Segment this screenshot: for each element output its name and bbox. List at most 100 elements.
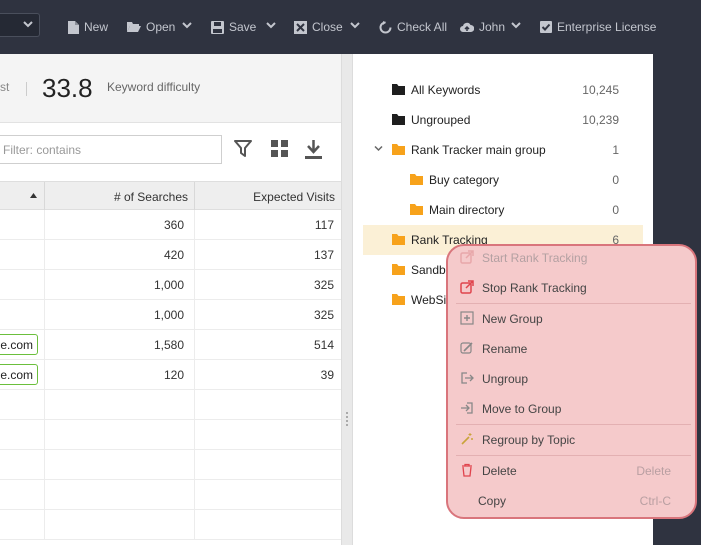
menu-item-label: Regroup by Topic [482,433,576,447]
domain-badge[interactable]: e.com [0,364,38,385]
floppy-icon [211,20,224,34]
filter-input[interactable]: Filter: contains [0,135,222,164]
filter-icon[interactable] [234,140,252,157]
keyword-difficulty-value: 33.8 [42,73,93,103]
table-row[interactable]: 420 137 [0,240,341,270]
save-chevron-icon[interactable] [266,20,276,30]
open-chevron-icon[interactable] [182,20,192,30]
folder-orange-icon [392,234,405,245]
user-button[interactable]: John [460,18,505,36]
tree-item-count: 0 [612,203,619,217]
tree-item-count: 6 [612,233,619,247]
menu-separator [456,424,691,425]
table-row[interactable] [0,480,341,510]
folder-dark-icon [392,84,405,95]
keywords-grid-header: # of Searches Expected Visits [0,181,341,210]
grid-view-icon[interactable] [271,140,288,157]
panel-splitter[interactable] [341,54,353,545]
table-row[interactable] [0,390,341,420]
save-button[interactable]: Save [211,18,256,36]
new-button-label: New [84,20,109,34]
searches-cell [45,510,195,540]
keyword-cell [0,450,45,480]
searches-cell [45,480,195,510]
column-header-expected-visits[interactable]: Expected Visits [253,190,335,204]
user-chevron-icon[interactable] [511,20,521,30]
close-button[interactable]: Close [294,18,343,36]
tree-item-main-directory[interactable]: Main directory 0 [363,195,643,225]
column-header-searches[interactable]: # of Searches [45,182,195,210]
keyword-cell: e.com [0,360,45,390]
visits-cell [195,450,341,480]
enterprise-license-button[interactable]: Enterprise License [540,18,656,36]
column-header-keyword[interactable] [0,182,45,210]
filter-placeholder: Filter: contains [3,143,82,157]
table-row[interactable]: 1,000 325 [0,270,341,300]
tree-item-label: Sandb [411,263,446,277]
tree-item-sandbox[interactable]: Sandb [363,255,643,285]
menu-item-new-group[interactable]: New Group [448,304,695,334]
refresh-icon [379,20,392,33]
menu-separator [456,455,691,456]
tree-item-buy-category[interactable]: Buy category 0 [363,165,643,195]
table-row[interactable] [0,510,341,540]
visits-cell: 514 [313,338,334,352]
splitter-grip[interactable] [346,412,348,426]
file-icon [68,20,79,34]
keywords-panel: st 33.8 Keyword difficulty Filter: conta… [0,54,341,545]
menu-item-delete[interactable]: Delete Delete [448,456,695,486]
searches-cell [45,390,195,420]
searches-cell: 360 [45,210,195,240]
export-red-icon [460,280,474,294]
tree-item-count: 10,239 [582,113,619,127]
keyword-cell [0,210,45,240]
new-button[interactable]: New [68,18,108,36]
ungroup-icon [461,372,474,384]
close-chevron-icon[interactable] [350,20,360,30]
menu-item-move-to-group[interactable]: Move to Group [448,394,695,424]
table-row[interactable] [0,450,341,480]
domain-badge[interactable]: e.com [0,334,38,355]
tree-item-count: 10,245 [582,83,619,97]
menu-item-label: Delete [482,464,517,478]
cloud-user-icon [460,22,474,32]
table-row[interactable] [0,420,341,450]
menu-item-stop-rank-tracking[interactable]: Stop Rank Tracking [448,273,695,303]
download-icon[interactable] [305,140,322,159]
magic-wand-icon [461,433,473,445]
menu-item-label: Rename [482,342,528,356]
menu-item-start-rank-tracking[interactable]: Start Rank Tracking [448,243,695,273]
tree-item-ungrouped[interactable]: Ungrouped 10,239 [363,105,643,135]
visits-cell: 117 [314,218,334,232]
menu-item-label: Ungroup [482,372,529,386]
check-all-button[interactable]: Check All [379,18,447,36]
menu-item-copy[interactable]: Copy Ctrl-C [448,486,695,516]
table-row[interactable]: e.com 120 39 [0,360,341,390]
table-row[interactable]: 360 117 [0,210,341,240]
menu-item-rename[interactable]: Rename [448,334,695,364]
sort-asc-icon [30,193,37,198]
keyword-cell [0,420,45,450]
project-dropdown[interactable] [0,13,40,37]
open-button[interactable]: Open [127,18,175,36]
table-row[interactable]: 1,000 325 [0,300,341,330]
menu-item-label: Start Rank Tracking [482,251,588,265]
menu-item-label: Move to Group [482,402,562,416]
menu-item-regroup-by-topic[interactable]: Regroup by Topic [448,425,695,455]
trash-icon [462,463,472,477]
folder-orange-icon [410,174,423,185]
tree-item-all-keywords[interactable]: All Keywords 10,245 [363,75,643,105]
add-group-icon [460,311,474,325]
tree-item-website[interactable]: WebSi [363,285,643,315]
searches-cell: 420 [45,240,195,270]
menu-item-label: Copy [478,494,507,508]
table-row[interactable]: e.com 1,580 514 [0,330,341,360]
tree-item-label: Ungrouped [411,113,471,127]
chevron-down-icon [23,21,33,28]
export-icon [460,250,474,264]
tree-item-label: All Keywords [411,83,481,97]
menu-item-ungroup[interactable]: Ungroup [448,364,695,394]
keyword-cell: e.com [0,330,45,360]
chevron-down-icon[interactable] [374,145,383,152]
tree-item-rank-tracker-main-group[interactable]: Rank Tracker main group 1 [363,135,643,165]
